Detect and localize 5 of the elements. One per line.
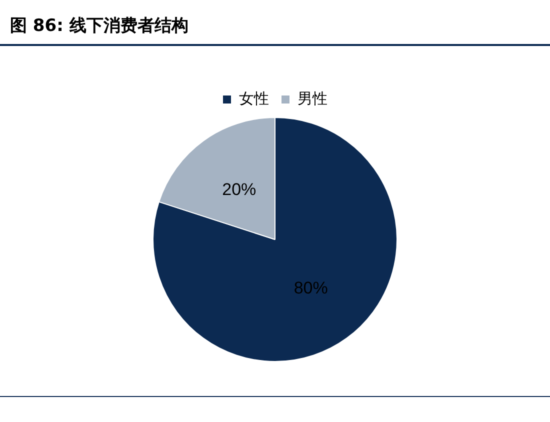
legend-label: 女性 [239,89,269,108]
chart-title: 图 86: 线下消费者结构 [10,15,188,37]
data-label: 80% [294,278,328,298]
legend-label: 男性 [298,89,328,108]
data-label: 20% [222,180,256,199]
